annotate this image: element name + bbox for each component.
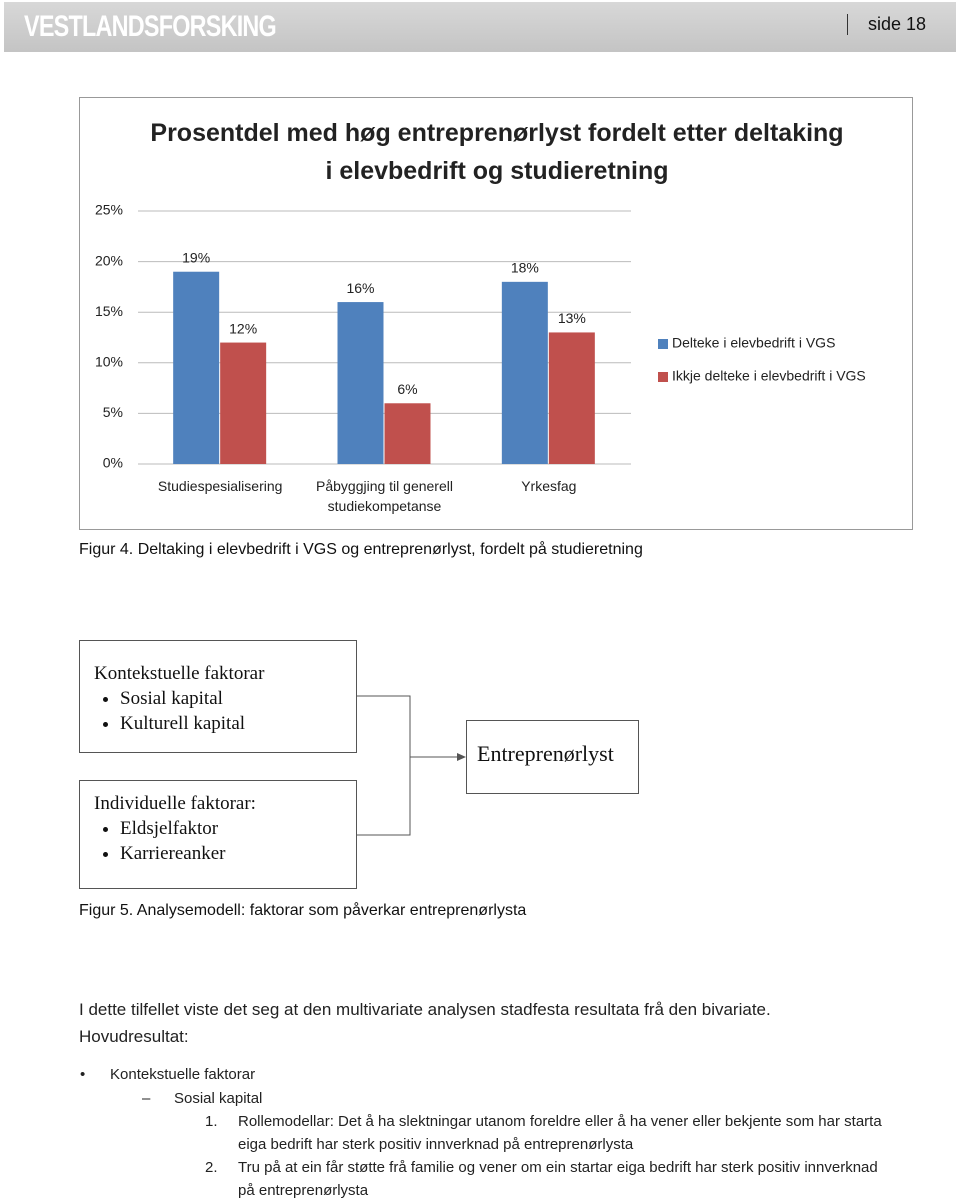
- page-number: side 18: [847, 14, 926, 35]
- header-bar: VESTLANDSFORSKING side 18: [4, 2, 956, 52]
- bar: [220, 342, 267, 464]
- y-tick-label: 10%: [95, 354, 123, 370]
- diagram-box: Kontekstuelle faktorar Sosial kapital Ku…: [79, 640, 357, 753]
- bar: [337, 302, 384, 464]
- box-item: Karriereanker: [120, 841, 342, 866]
- value-label: 13%: [558, 310, 586, 326]
- arrow-head: [457, 753, 466, 761]
- legend-label: Ikkje delteke i elevbedrift i VGS: [672, 368, 866, 384]
- sub-item: Sosial kapital: [174, 1090, 263, 1107]
- box-item: Kulturell kapital: [120, 711, 342, 736]
- x-tick-label: Studiespesialisering: [157, 478, 283, 494]
- bar: [548, 332, 595, 464]
- value-label: 16%: [346, 280, 374, 296]
- box-list: Eldsjelfaktor Karriereanker: [94, 816, 342, 866]
- box-list: Sosial kapital Kulturell kapital: [94, 686, 342, 736]
- item-number: 1.: [205, 1113, 218, 1130]
- y-tick-label: 25%: [95, 202, 123, 218]
- box-item: Eldsjelfaktor: [120, 816, 342, 841]
- item-number: 2.: [205, 1159, 218, 1176]
- heading: Hovudresultat:: [79, 1027, 189, 1046]
- chart: 0% 5% 10% 15% 20% 25% 19% 12% 16% 6% 18% 13% Delteke…: [79, 97, 913, 530]
- bullet-item: Kontekstuelle faktorar: [110, 1066, 256, 1083]
- legend-swatch: [658, 339, 668, 349]
- item-text: Rollemodellar: Det å ha slektningar utan…: [238, 1113, 882, 1153]
- value-label: 18%: [511, 260, 539, 276]
- figure-caption: Figur 5. Analysemodell: faktorar som påv…: [79, 902, 527, 919]
- bar: [384, 403, 431, 464]
- paragraph: I dette tilfellet viste det seg at den m…: [79, 1000, 771, 1019]
- x-tick-label: Yrkesfag: [521, 478, 577, 494]
- bar: [501, 281, 548, 464]
- x-tick-label: Påbyggjing til generell studiekompetanse: [316, 478, 453, 514]
- y-tick-label: 5%: [103, 404, 123, 420]
- logo: VESTLANDSFORSKING: [24, 10, 277, 43]
- chart-title: Prosentdel med høg entreprenørlyst forde…: [150, 119, 844, 185]
- y-tick-label: 15%: [95, 303, 123, 319]
- diagram-box: Individuelle faktorar: Eldsjelfaktor Kar…: [79, 780, 357, 889]
- box-item: Sosial kapital: [120, 686, 342, 711]
- connector: [356, 695, 411, 836]
- y-tick-label: 20%: [95, 252, 123, 268]
- bar: [173, 271, 220, 464]
- value-label: 12%: [229, 320, 257, 336]
- box-title: Individuelle faktorar:: [94, 793, 256, 814]
- legend-swatch: [658, 372, 668, 382]
- chart-svg: 0% 5% 10% 15% 20% 25% 19% 12% 16% 6% 18% 13% Delteke…: [95, 202, 866, 471]
- item-text: Tru på at ein får støtte frå familie og …: [238, 1159, 878, 1199]
- legend-label: Delteke i elevbedrift i VGS: [672, 335, 835, 351]
- value-label: 6%: [397, 381, 417, 397]
- dash-mark: –: [142, 1090, 151, 1107]
- box-title: Kontekstuelle faktorar: [94, 663, 265, 684]
- box-title: Entreprenørlyst: [477, 741, 614, 766]
- figure-caption: Figur 4. Deltaking i elevbedrift i VGS o…: [79, 541, 643, 558]
- value-label: 19%: [182, 249, 210, 265]
- bullet-mark: •: [80, 1066, 86, 1083]
- y-tick-label: 0%: [103, 455, 123, 471]
- diagram-box: Entreprenørlyst: [466, 720, 639, 794]
